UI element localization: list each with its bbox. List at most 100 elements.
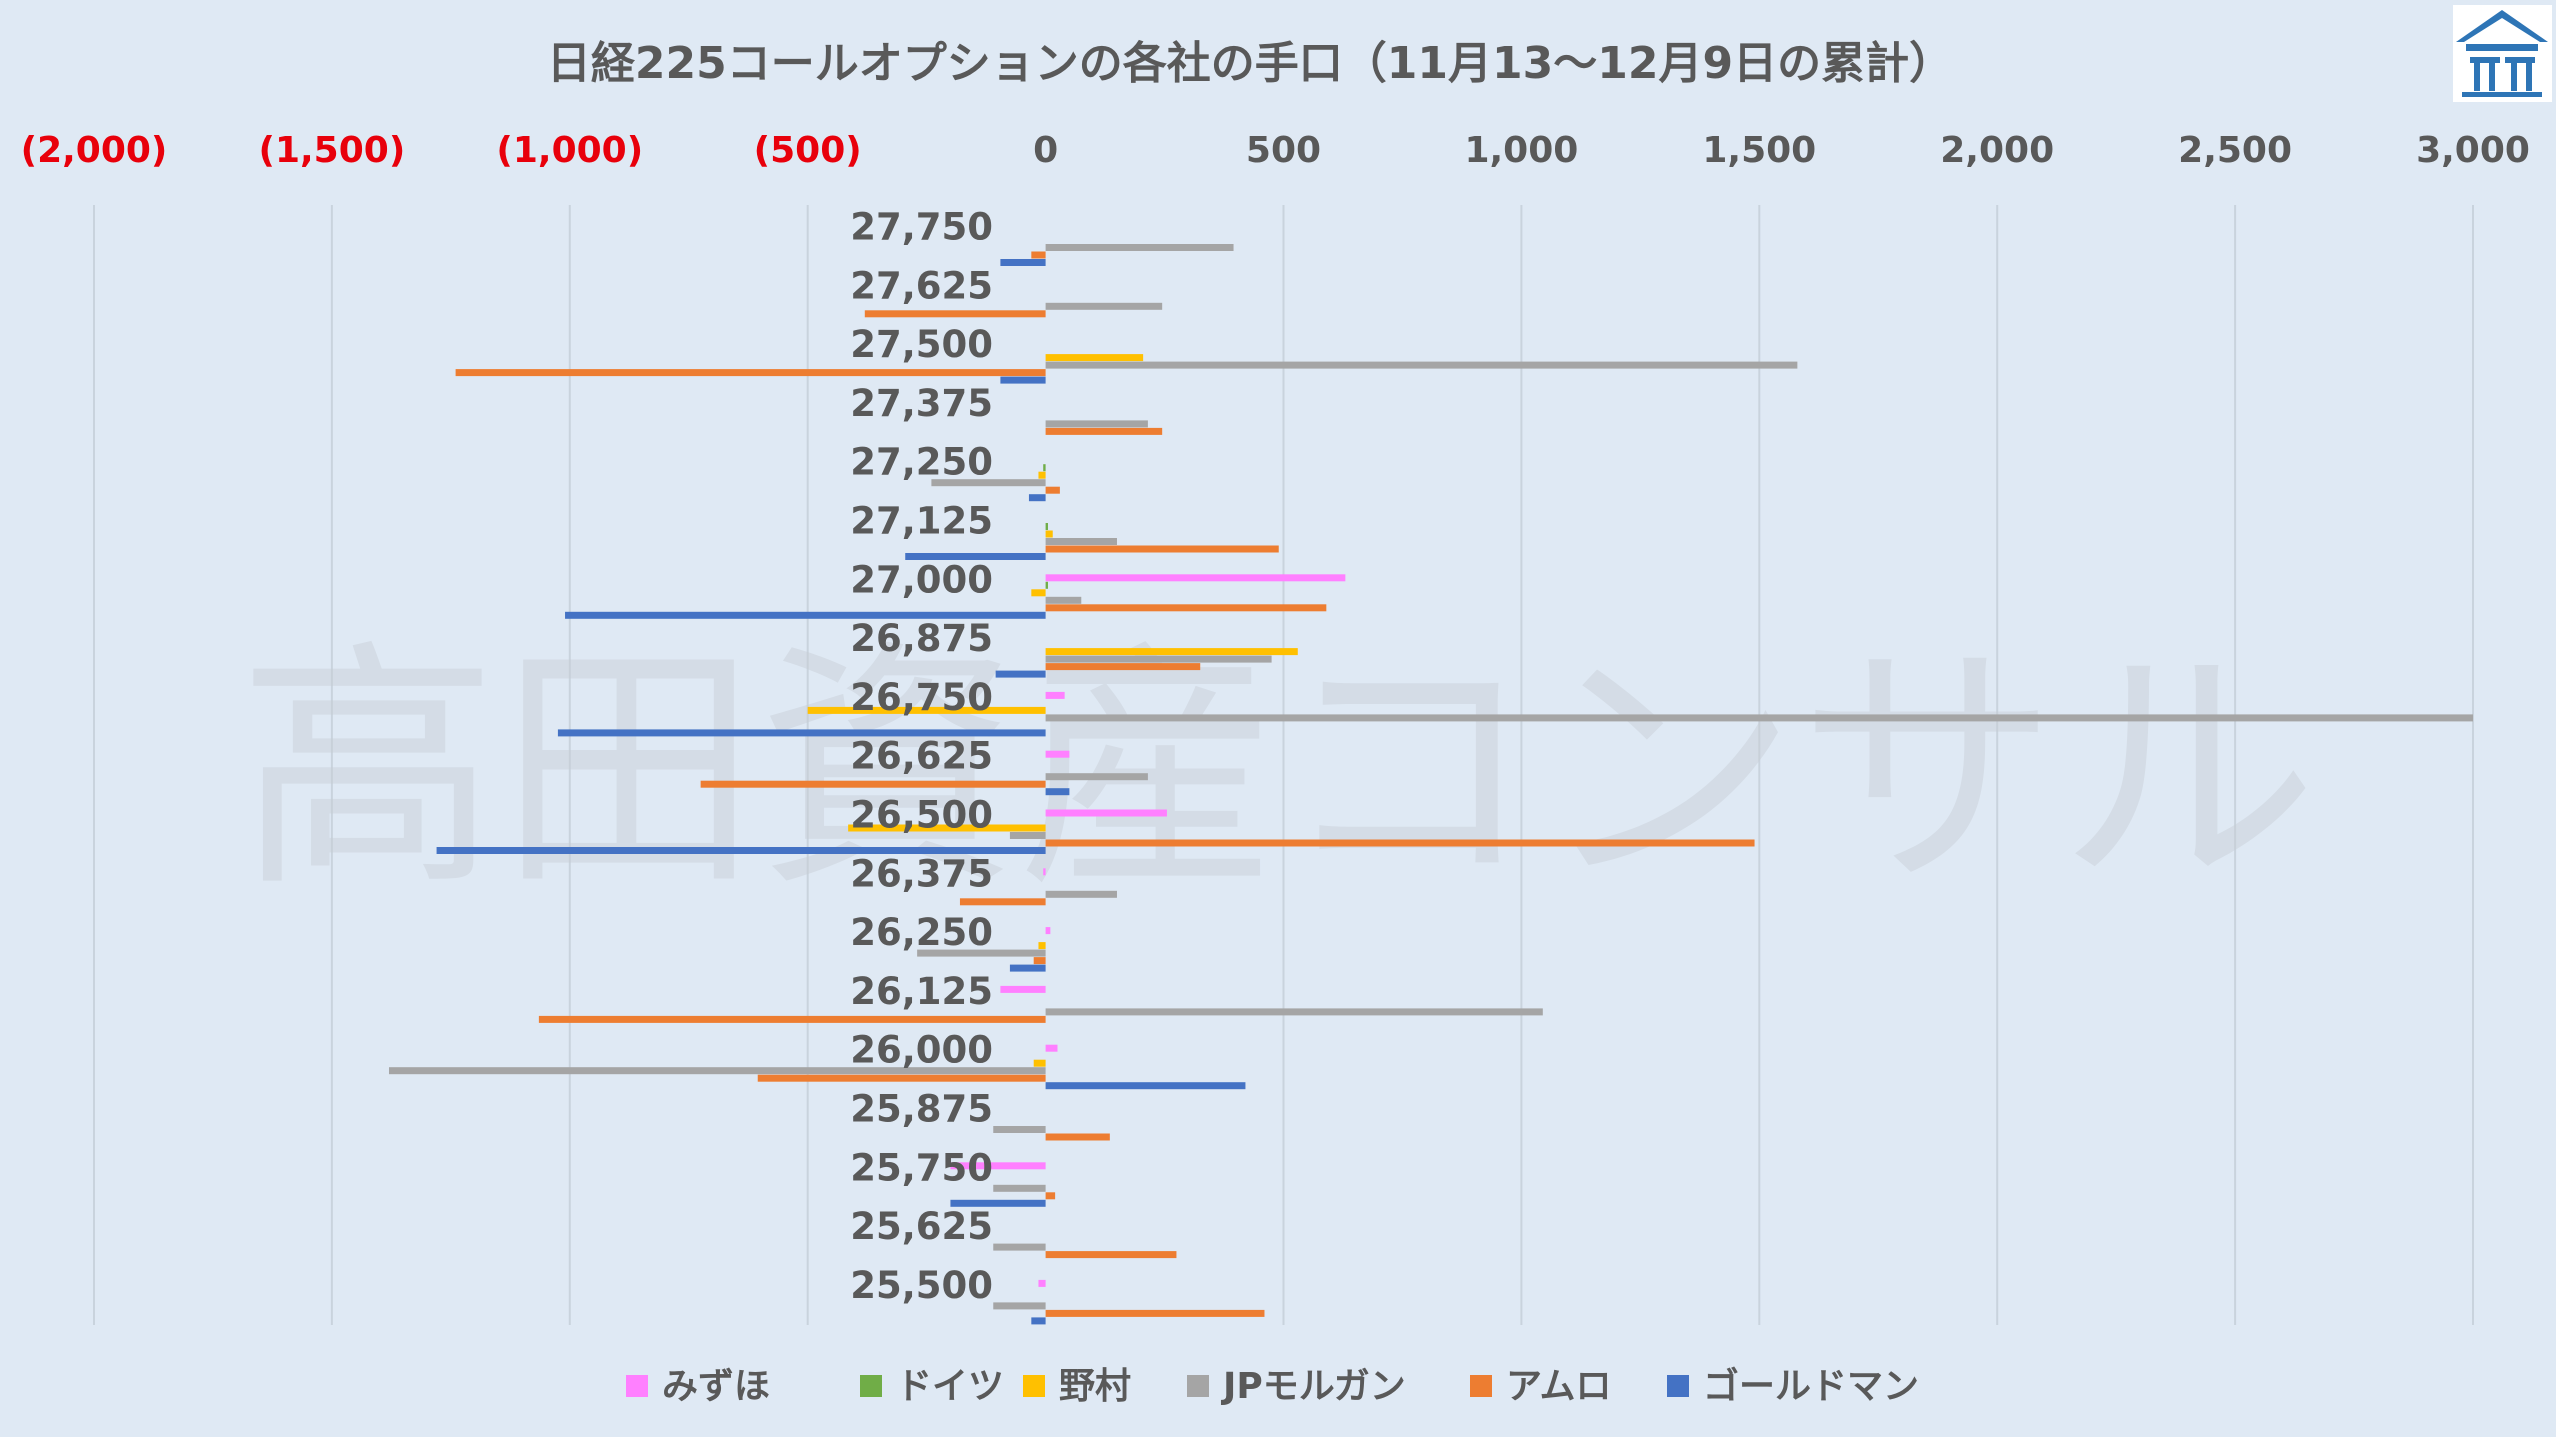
category-label: 27,000 bbox=[850, 558, 993, 601]
x-tick-label: (500) bbox=[754, 130, 862, 171]
legend-label: アムロ bbox=[1506, 1366, 1611, 1407]
gridlines bbox=[93, 205, 2474, 1325]
bar bbox=[950, 1199, 1046, 1207]
bar bbox=[700, 780, 1046, 788]
category-label: 27,375 bbox=[850, 382, 993, 425]
x-tick-label: (1,500) bbox=[259, 130, 406, 171]
bar bbox=[1045, 927, 1051, 935]
bar bbox=[1045, 714, 2473, 722]
logo-icon bbox=[2453, 5, 2552, 102]
legend-swatch bbox=[860, 1375, 882, 1397]
bar bbox=[905, 553, 1046, 560]
x-tick-label: 2,000 bbox=[1940, 130, 2054, 171]
x-tick-label: 1,000 bbox=[1464, 130, 1578, 171]
category-label: 26,875 bbox=[850, 617, 993, 660]
legend-label: ゴールドマン bbox=[1703, 1365, 1919, 1407]
bar bbox=[1045, 354, 1144, 362]
bar bbox=[1045, 788, 1070, 796]
legend-swatch bbox=[1187, 1375, 1209, 1397]
category-label: 25,875 bbox=[850, 1088, 993, 1131]
category-label: 26,625 bbox=[850, 735, 993, 778]
bar bbox=[1045, 596, 1082, 604]
bar bbox=[1038, 1279, 1046, 1287]
bar bbox=[436, 847, 1046, 854]
category-label: 27,750 bbox=[850, 206, 993, 249]
bar bbox=[1033, 1059, 1046, 1067]
category-label: 27,625 bbox=[850, 264, 993, 307]
bar bbox=[864, 310, 1046, 318]
bar bbox=[993, 1243, 1046, 1251]
bar bbox=[557, 729, 1046, 737]
bar bbox=[1045, 1309, 1265, 1317]
bar bbox=[1045, 530, 1053, 538]
bar bbox=[1045, 1133, 1110, 1141]
category-label: 25,750 bbox=[850, 1146, 993, 1189]
legend-label: ドイツ bbox=[896, 1366, 1004, 1407]
x-tick-label: 500 bbox=[1246, 130, 1321, 171]
bar bbox=[1045, 574, 1346, 582]
value-axis-labels: (2,000) (1,500) (1,000) (500) 0 500 1,000 1,500… bbox=[21, 130, 2530, 171]
legend-label: みずほ bbox=[662, 1366, 770, 1407]
chart-title: 日経225コールオプションの各社の手口（11月13〜12月9日の累計） bbox=[547, 38, 1953, 89]
legend-label: 野村 bbox=[1059, 1366, 1131, 1407]
category-label: 26,125 bbox=[850, 970, 993, 1013]
bar bbox=[1045, 486, 1060, 494]
bar bbox=[950, 1162, 1046, 1170]
bar bbox=[1045, 890, 1117, 898]
bar bbox=[1031, 251, 1046, 259]
x-tick-label: 2,500 bbox=[2178, 130, 2292, 171]
category-labels: 27,750 27,625 27,500 27,375 27,250 27,125 27,0… bbox=[850, 206, 993, 1307]
bar bbox=[1045, 604, 1327, 612]
bar bbox=[1045, 538, 1117, 545]
bar bbox=[1045, 427, 1163, 435]
bar bbox=[1038, 471, 1046, 479]
bar bbox=[1045, 809, 1167, 817]
bar bbox=[757, 1074, 1046, 1082]
bar bbox=[1033, 957, 1046, 965]
bar bbox=[848, 824, 1046, 832]
bar bbox=[1043, 868, 1046, 876]
x-tick-label: (1,000) bbox=[496, 130, 643, 171]
bars bbox=[388, 244, 2473, 1325]
bar bbox=[1038, 942, 1046, 950]
category-label: 25,500 bbox=[850, 1264, 993, 1307]
category-label: 27,250 bbox=[850, 441, 993, 484]
bar bbox=[1009, 832, 1046, 839]
watermark-text: 高田資産コンサル bbox=[238, 620, 2318, 922]
category-label: 26,375 bbox=[850, 852, 993, 895]
bar bbox=[1045, 750, 1070, 758]
bar bbox=[1045, 663, 1201, 671]
bar bbox=[1031, 1317, 1046, 1325]
x-tick-label: (2,000) bbox=[21, 130, 168, 171]
legend-swatch bbox=[1470, 1375, 1492, 1397]
bar bbox=[1045, 1044, 1058, 1052]
category-label: 26,500 bbox=[850, 794, 993, 837]
category-label: 26,250 bbox=[850, 911, 993, 954]
bar bbox=[1009, 964, 1046, 972]
bar bbox=[1045, 302, 1163, 310]
bar bbox=[1045, 773, 1148, 781]
bar bbox=[993, 1302, 1046, 1310]
bar bbox=[1045, 839, 1755, 847]
category-label: 26,750 bbox=[850, 676, 993, 719]
legend-swatch bbox=[1667, 1375, 1689, 1397]
bar bbox=[993, 1184, 1046, 1192]
bar bbox=[1045, 361, 1798, 369]
bar bbox=[1045, 244, 1234, 251]
x-tick-label: 0 bbox=[1033, 130, 1058, 171]
category-label: 26,000 bbox=[850, 1029, 993, 1072]
bar bbox=[1045, 1082, 1246, 1090]
bar bbox=[1045, 1008, 1543, 1016]
bar bbox=[1045, 1192, 1056, 1200]
legend-label: JPモルガン bbox=[1220, 1366, 1406, 1407]
bar bbox=[1000, 259, 1046, 266]
bar bbox=[1045, 523, 1048, 530]
bar bbox=[1043, 464, 1046, 472]
legend-swatch bbox=[626, 1375, 648, 1397]
bar bbox=[455, 369, 1046, 377]
bar bbox=[1045, 1251, 1177, 1259]
category-label: 25,625 bbox=[850, 1205, 993, 1248]
bar bbox=[995, 670, 1046, 678]
bar bbox=[931, 479, 1046, 487]
